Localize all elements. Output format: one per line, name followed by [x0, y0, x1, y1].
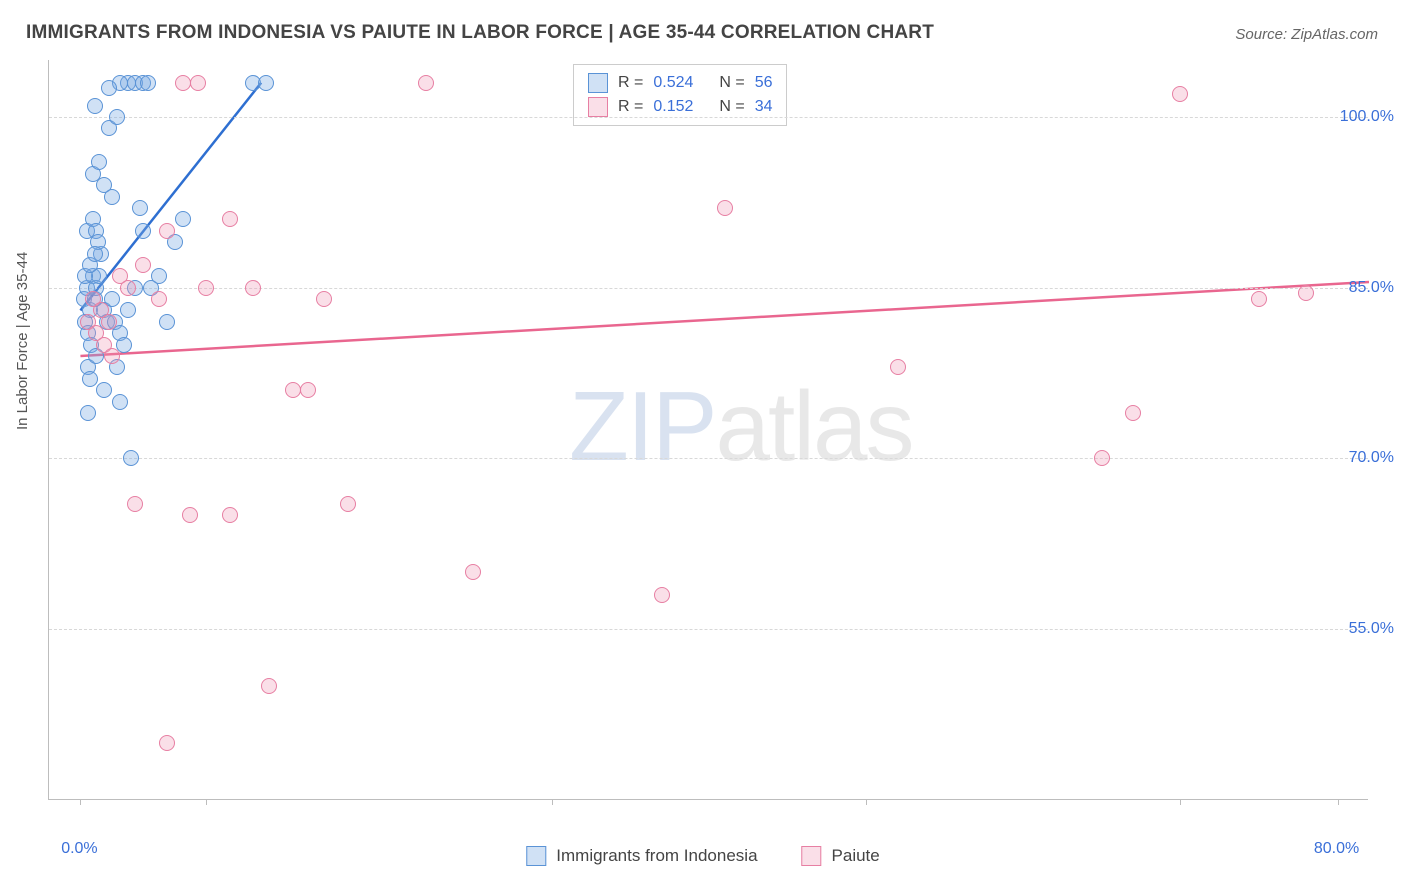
- scatter-point: [120, 280, 136, 296]
- scatter-point: [91, 154, 107, 170]
- gridline-h: [49, 629, 1368, 630]
- scatter-point: [890, 359, 906, 375]
- scatter-point: [190, 75, 206, 91]
- scatter-point: [1172, 86, 1188, 102]
- chart-title: IMMIGRANTS FROM INDONESIA VS PAIUTE IN L…: [26, 22, 934, 44]
- scatter-point: [82, 371, 98, 387]
- legend-item: Paiute: [802, 846, 880, 866]
- scatter-point: [1094, 450, 1110, 466]
- legend-n-label: N =: [719, 95, 744, 119]
- x-tick-mark: [206, 799, 207, 805]
- legend-swatch: [802, 846, 822, 866]
- scatter-point: [140, 75, 156, 91]
- scatter-point: [112, 394, 128, 410]
- watermark: ZIPatlas: [569, 370, 912, 483]
- legend-swatch: [588, 97, 608, 117]
- y-tick-label: 70.0%: [1349, 449, 1394, 467]
- legend-r-value: 0.152: [653, 95, 709, 119]
- scatter-point: [104, 189, 120, 205]
- scatter-point: [258, 75, 274, 91]
- scatter-point: [222, 211, 238, 227]
- scatter-point: [159, 735, 175, 751]
- legend-swatch: [526, 846, 546, 866]
- source-credit: Source: ZipAtlas.com: [1235, 26, 1378, 43]
- legend-n-value: 56: [755, 71, 773, 95]
- legend-r-label: R =: [618, 71, 643, 95]
- scatter-point: [135, 223, 151, 239]
- watermark-part-1: ZIP: [569, 371, 715, 481]
- legend-series-name: Immigrants from Indonesia: [556, 846, 757, 866]
- legend-swatch: [588, 73, 608, 93]
- scatter-point: [340, 496, 356, 512]
- y-tick-label: 100.0%: [1340, 108, 1394, 126]
- legend-bottom: Immigrants from Indonesia Paiute: [526, 846, 879, 866]
- scatter-point: [182, 507, 198, 523]
- source-prefix: Source:: [1235, 26, 1291, 43]
- scatter-point: [151, 268, 167, 284]
- legend-stat-row: R = 0.152 N = 34: [588, 95, 772, 119]
- legend-stat-row: R = 0.524 N = 56: [588, 71, 772, 95]
- scatter-point: [245, 280, 261, 296]
- y-tick-label: 55.0%: [1349, 620, 1394, 638]
- scatter-point: [87, 98, 103, 114]
- x-tick-mark: [866, 799, 867, 805]
- scatter-point: [96, 382, 112, 398]
- scatter-point: [418, 75, 434, 91]
- gridline-h: [49, 117, 1368, 118]
- scatter-point: [198, 280, 214, 296]
- scatter-point: [465, 564, 481, 580]
- scatter-point: [151, 291, 167, 307]
- x-tick-mark: [1338, 799, 1339, 805]
- scatter-point: [135, 257, 151, 273]
- x-tick-mark: [1180, 799, 1181, 805]
- scatter-point: [316, 291, 332, 307]
- legend-item: Immigrants from Indonesia: [526, 846, 757, 866]
- scatter-point: [159, 223, 175, 239]
- scatter-point: [123, 450, 139, 466]
- x-tick-mark: [80, 799, 81, 805]
- scatter-point: [222, 507, 238, 523]
- x-tick-label: 0.0%: [61, 840, 97, 858]
- scatter-point: [87, 246, 103, 262]
- trend-lines-layer: [49, 60, 1369, 800]
- scatter-point: [1251, 291, 1267, 307]
- y-tick-label: 85.0%: [1349, 279, 1394, 297]
- scatter-point: [175, 75, 191, 91]
- scatter-point: [261, 678, 277, 694]
- scatter-point: [109, 109, 125, 125]
- scatter-point: [1125, 405, 1141, 421]
- legend-series-name: Paiute: [832, 846, 880, 866]
- scatter-point: [132, 200, 148, 216]
- scatter-point: [104, 348, 120, 364]
- legend-r-value: 0.524: [653, 71, 709, 95]
- scatter-point: [285, 382, 301, 398]
- legend-n-value: 34: [755, 95, 773, 119]
- scatter-point: [127, 496, 143, 512]
- scatter-point: [175, 211, 191, 227]
- x-tick-mark: [552, 799, 553, 805]
- scatter-point: [120, 302, 136, 318]
- scatter-point: [300, 382, 316, 398]
- watermark-part-2: atlas: [715, 371, 912, 481]
- scatter-point: [116, 337, 132, 353]
- source-name: ZipAtlas.com: [1291, 26, 1378, 43]
- scatter-point: [1298, 285, 1314, 301]
- legend-r-label: R =: [618, 95, 643, 119]
- scatter-point: [101, 80, 117, 96]
- scatter-point: [717, 200, 733, 216]
- scatter-point: [159, 314, 175, 330]
- y-axis-label: In Labor Force | Age 35-44: [14, 252, 31, 430]
- gridline-h: [49, 458, 1368, 459]
- legend-n-label: N =: [719, 71, 744, 95]
- scatter-point: [654, 587, 670, 603]
- x-tick-label: 80.0%: [1314, 840, 1359, 858]
- plot-area: ZIPatlas R = 0.524 N = 56 R = 0.152 N = 34: [48, 60, 1368, 800]
- scatter-point: [101, 314, 117, 330]
- trend-line: [80, 282, 1369, 356]
- scatter-point: [80, 405, 96, 421]
